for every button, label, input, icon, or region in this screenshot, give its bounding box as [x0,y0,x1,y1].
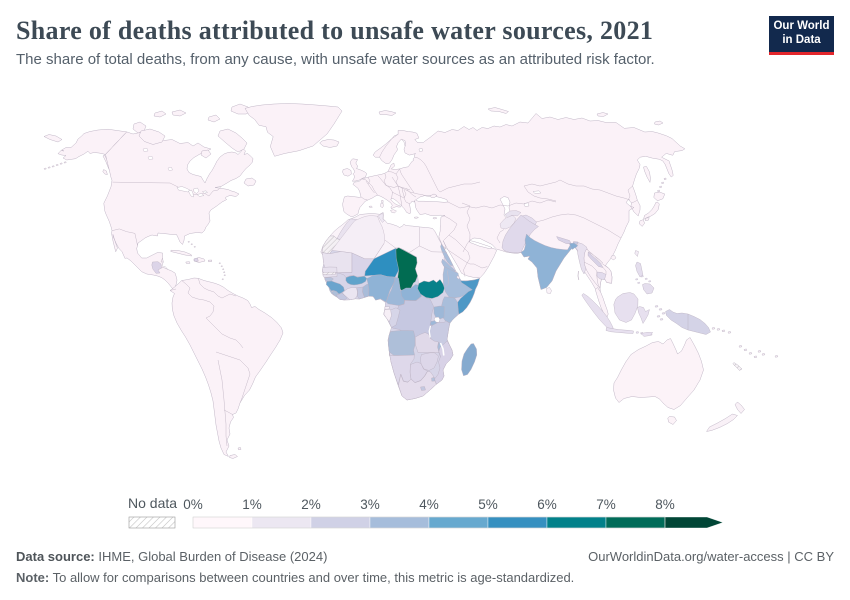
svg-text:6%: 6% [537,497,557,512]
svg-text:3%: 3% [360,497,380,512]
svg-text:7%: 7% [596,497,616,512]
svg-text:5%: 5% [478,497,498,512]
svg-text:0%: 0% [183,497,203,512]
svg-text:8%: 8% [655,497,675,512]
svg-text:2%: 2% [301,497,321,512]
svg-text:4%: 4% [419,497,439,512]
svg-text:1%: 1% [242,497,262,512]
